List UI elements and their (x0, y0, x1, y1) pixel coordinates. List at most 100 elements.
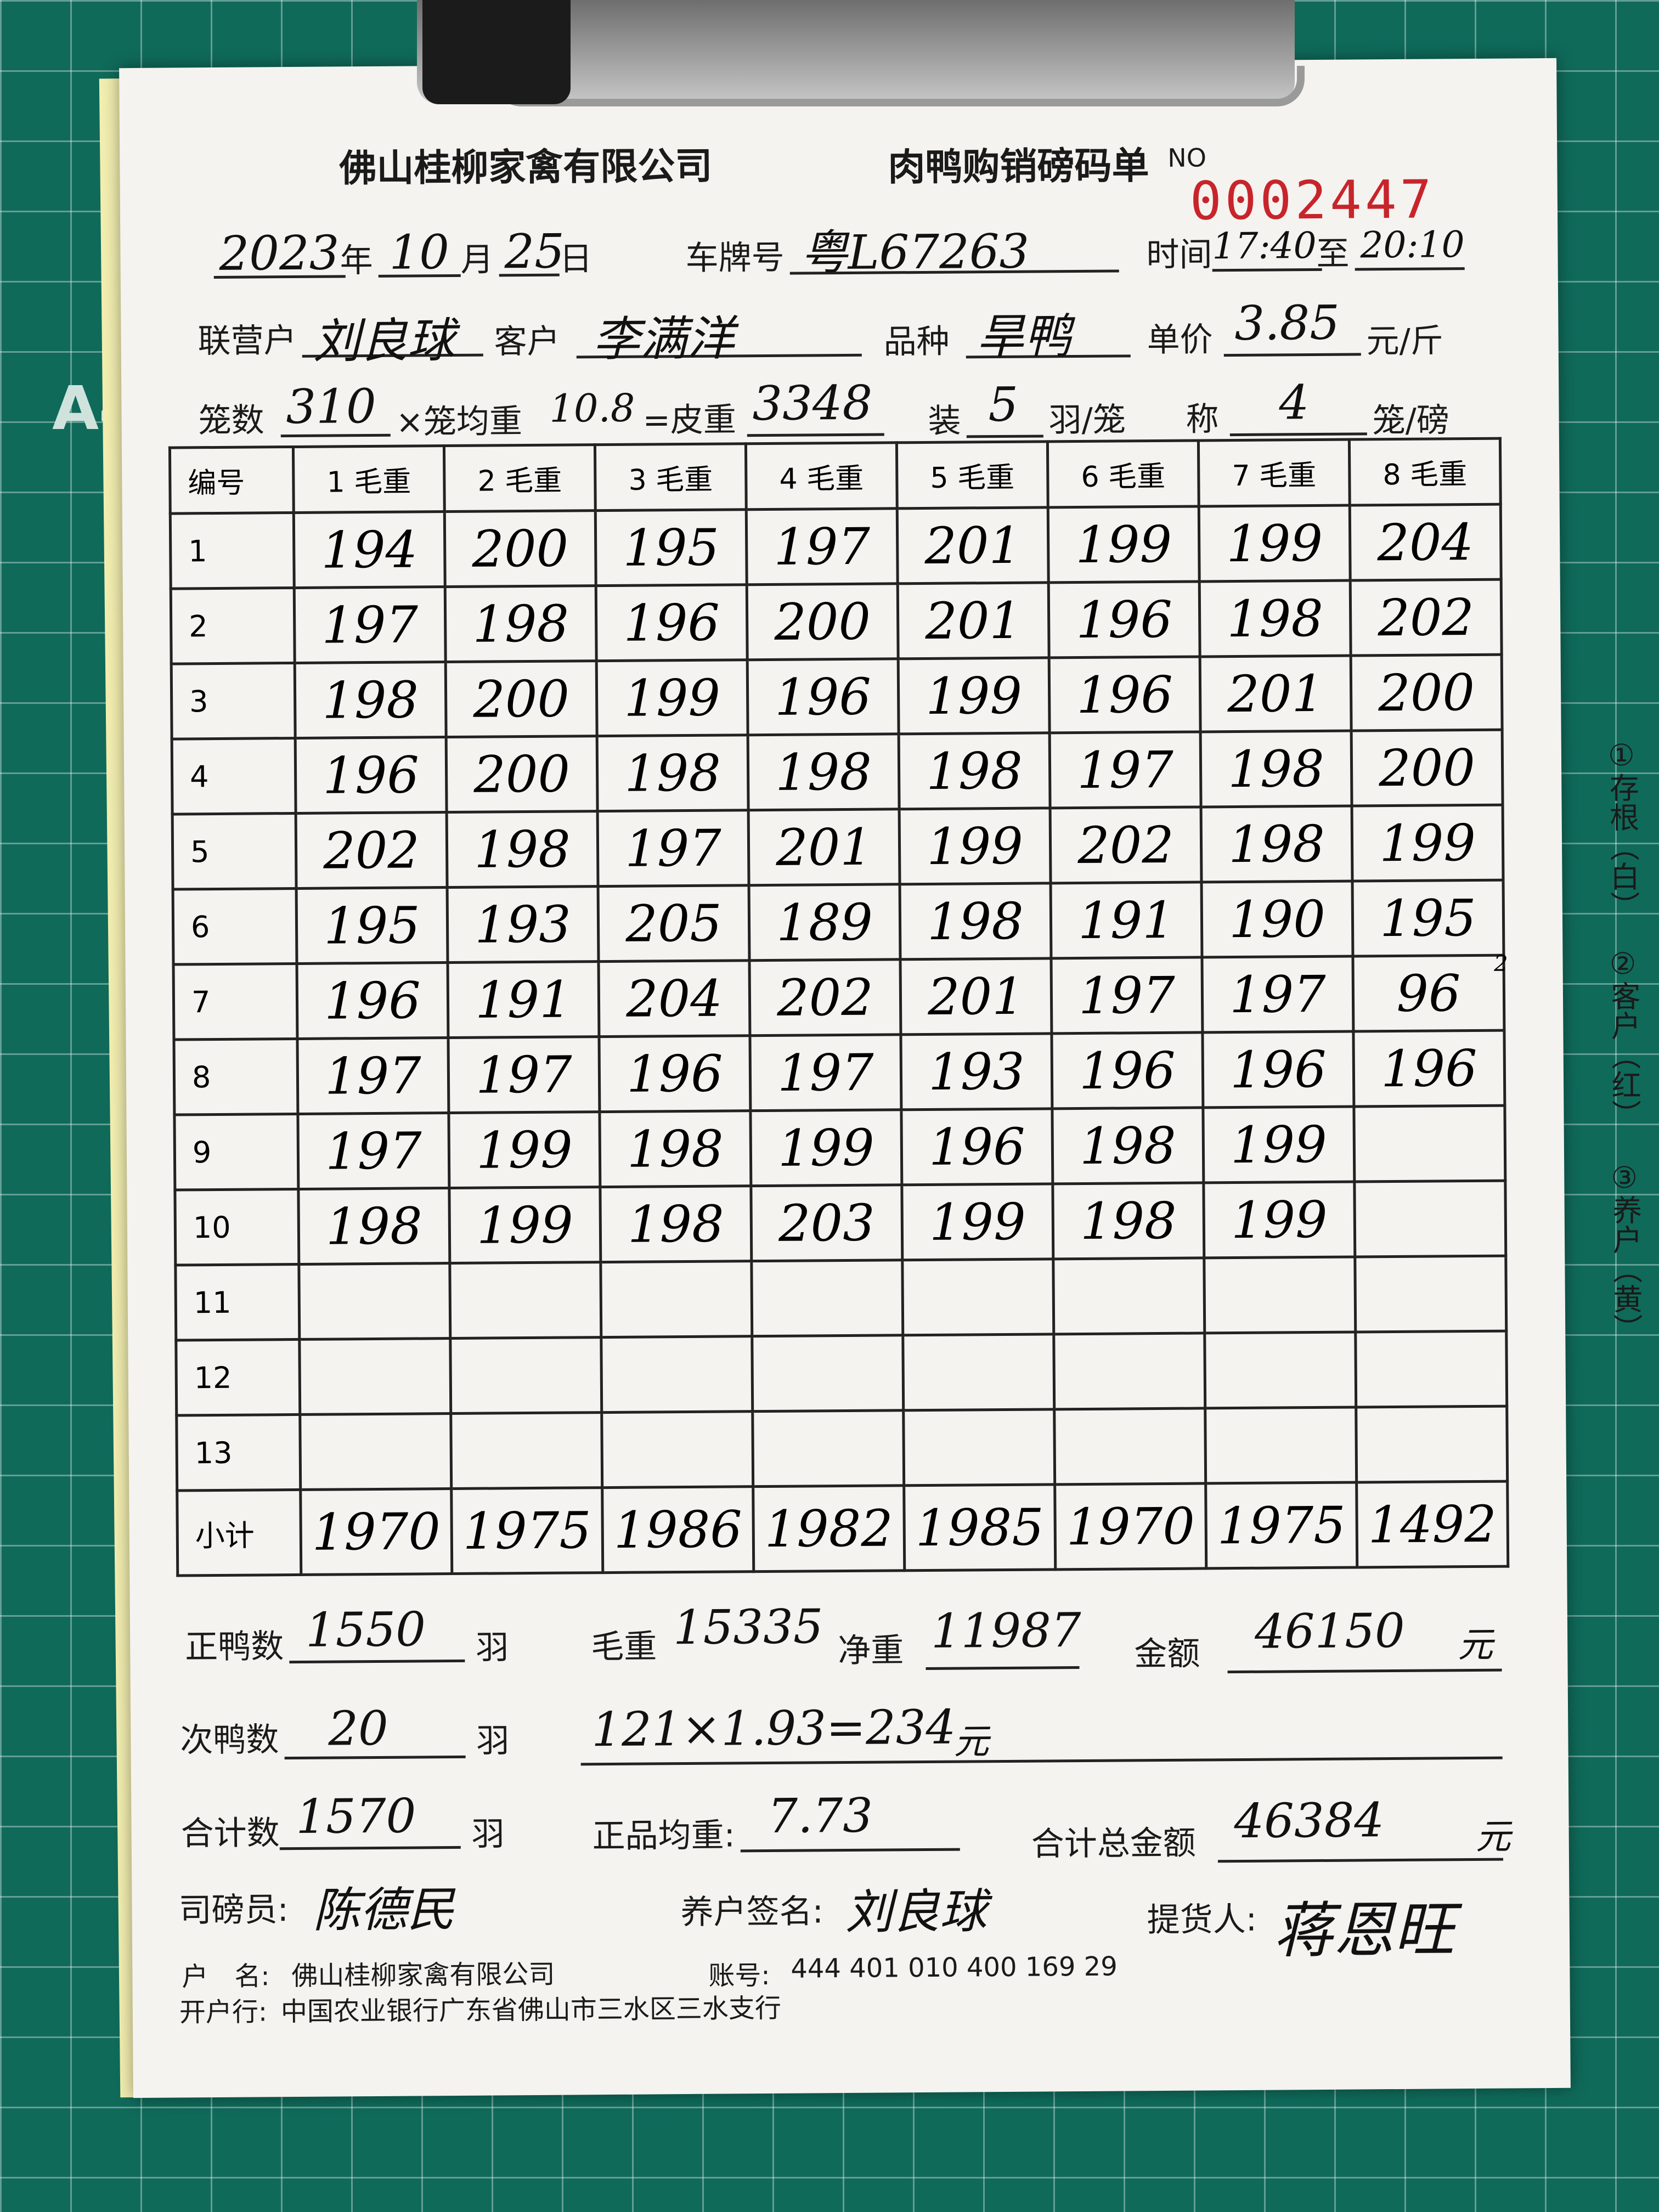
weight-cell: 198 (600, 1186, 752, 1262)
no-label: NO (1167, 143, 1207, 173)
subtotal-cell: 1492 (1356, 1481, 1508, 1568)
column-header: 5 毛重 (896, 441, 1048, 509)
time-label: 时间 (1146, 235, 1212, 275)
bank-label: 开户行: (179, 1996, 268, 2028)
weight-cell: 199 (448, 1111, 600, 1188)
copy-label-stub: ①存根（白） (1604, 737, 1640, 921)
weight-cell: 199 (1048, 506, 1200, 583)
weight-cell: 202 (1350, 579, 1502, 656)
amount-value: 46150 (1254, 1603, 1406, 1660)
weight-cell: 199 (1203, 1107, 1355, 1183)
subtotal-cell: 1975 (1205, 1482, 1357, 1568)
weight-cell: 198 (445, 585, 597, 662)
time-from: 17:40 (1212, 224, 1317, 268)
subtotal-cell: 1985 (904, 1484, 1056, 1571)
weight-cell: 196 (747, 658, 899, 735)
table-row: 13 (176, 1406, 1508, 1491)
weight-cell: 200 (445, 661, 597, 737)
weight-cell (902, 1334, 1054, 1410)
weight-cell (601, 1411, 753, 1488)
variety-label: 品种 (883, 322, 950, 362)
weight-cell: 198 (900, 883, 1051, 960)
column-header: 3 毛重 (595, 443, 747, 511)
weight-cell: 197 (597, 810, 749, 887)
weight-cell: 202 (749, 959, 901, 1036)
avg-cage-weight: 10.8 (549, 385, 635, 431)
serial-number: 0002447 (1189, 168, 1435, 232)
net-weight: 11987 (930, 1603, 1081, 1659)
weight-cell: 196 (295, 737, 447, 814)
row-number: 7 (173, 963, 297, 1040)
weight-cell: 200 (1351, 654, 1503, 731)
weight-cell: 198 (295, 662, 447, 738)
weight-cell (450, 1337, 602, 1414)
tare-label: =皮重 (642, 400, 737, 440)
price-unit: 元/斤 (1366, 321, 1444, 361)
cages-label: 笼数 (198, 401, 264, 441)
clipboard-handle[interactable] (422, 0, 571, 104)
subtotal-cell: 1970 (1054, 1483, 1206, 1570)
weight-cell: 198 (1052, 1107, 1204, 1184)
unit-bird: 羽 (475, 1628, 509, 1667)
weight-cell: 191 (448, 961, 599, 1038)
weight-cell: 195 (595, 509, 747, 586)
weight-cell: 197 (294, 586, 446, 663)
date-month: 10 (389, 224, 450, 280)
picker-signature: 蒋恩旺 (1273, 1894, 1455, 1966)
table-row: 5 202 198 197 201 199 202 198 199 (172, 805, 1504, 890)
weight-cell: 201 (897, 507, 1049, 584)
weight-cell: 198 (1200, 731, 1352, 807)
weight-cell: 197 (749, 1034, 901, 1111)
row-number: 5 (172, 813, 297, 890)
row-number: 2 (171, 588, 295, 664)
weight-cell: 198 (1199, 580, 1351, 657)
account-number: 444 401 010 400 169 29 (791, 1951, 1118, 1984)
time-to: 20:10 (1360, 223, 1465, 267)
weight-cell (752, 1335, 904, 1412)
weight-cell: 198 (597, 735, 749, 811)
second-ducks-label: 次鸭数 (180, 1720, 279, 1760)
avg-weight-label: 正品均重: (592, 1816, 736, 1856)
table-row: 8 197 197 196 197 193 196 196 196 (173, 1030, 1505, 1115)
weight-cell: 196 (901, 1108, 1053, 1185)
picker-label: 提货人: (1147, 1900, 1257, 1940)
total-count-label: 合计数 (180, 1814, 280, 1853)
weigh-unit: 笼/磅 (1372, 401, 1450, 441)
plate-number: 粤L67263 (800, 224, 1030, 281)
column-header: 8 毛重 (1349, 438, 1501, 506)
gross-weight: 15335 (673, 1599, 823, 1656)
subtotal-cell: 1970 (300, 1488, 452, 1575)
weight-cell: 200 (747, 583, 899, 660)
subtotal-row: 小计 1970 1975 1986 1982 1985 1970 1975 1492 (177, 1481, 1508, 1576)
avg-weight: 7.73 (768, 1788, 873, 1844)
per-cage-unit: 羽/笼 (1048, 400, 1126, 440)
table-row: 7 196 191 204 202 201 197 197 96 2 (173, 951, 1508, 1040)
weight-cell: 197 (297, 1113, 449, 1189)
column-header: 2 毛重 (444, 444, 596, 512)
weight-cell: 197 (746, 508, 898, 585)
weight-cell: 196 (1048, 581, 1200, 658)
subtotal-cell: 1986 (602, 1486, 754, 1573)
weight-cell (600, 1261, 752, 1338)
plate-label: 车牌号 (685, 238, 785, 278)
second-unit-yuan: 元 (953, 1722, 989, 1763)
weight-cell (1204, 1332, 1356, 1408)
weight-cell: 195 (296, 887, 448, 964)
weight-cell (1353, 1105, 1505, 1182)
day-label: 日 (559, 240, 592, 279)
partner-label: 联营户 (198, 321, 297, 361)
weight-cell (1054, 1408, 1206, 1485)
month-label: 月 (460, 240, 494, 279)
birds-per-cage: 5 (988, 377, 1019, 433)
good-ducks-label: 正鸭数 (184, 1627, 284, 1667)
date-day: 25 (504, 224, 565, 280)
weigher-label: 司磅员: (178, 1891, 289, 1930)
table-row: 10 198 199 198 203 199 198 199 (174, 1181, 1506, 1266)
cell-annotation: 2 (1493, 951, 1508, 977)
weight-cell: 199 (750, 1109, 902, 1186)
weight-cell: 199 (1199, 505, 1351, 582)
time-to-label: 至 (1316, 234, 1350, 273)
weight-cell: 189 (749, 884, 900, 961)
weight-cell: 198 (298, 1188, 450, 1265)
weight-cell (751, 1260, 903, 1336)
